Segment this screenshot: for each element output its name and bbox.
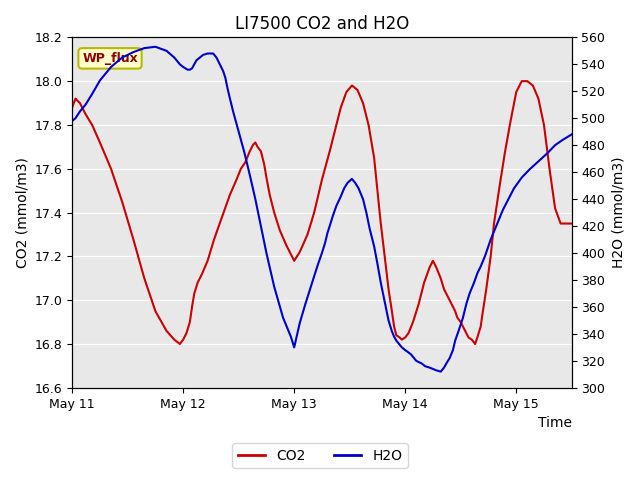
H2O bbox=[437, 369, 445, 374]
CO2 bbox=[253, 144, 261, 150]
CO2 bbox=[557, 221, 564, 227]
CO2 bbox=[365, 122, 372, 128]
CO2 bbox=[82, 111, 90, 117]
H2O bbox=[152, 44, 159, 49]
Title: LI7500 CO2 and H2O: LI7500 CO2 and H2O bbox=[235, 15, 409, 33]
H2O bbox=[68, 118, 76, 124]
Y-axis label: CO2 (mmol/m3): CO2 (mmol/m3) bbox=[15, 157, 29, 268]
Line: CO2: CO2 bbox=[72, 81, 572, 344]
Legend: CO2, H2O: CO2, H2O bbox=[232, 443, 408, 468]
H2O bbox=[392, 338, 400, 344]
CO2 bbox=[518, 78, 525, 84]
CO2 bbox=[176, 341, 184, 347]
Text: WP_flux: WP_flux bbox=[82, 52, 138, 65]
Text: Time: Time bbox=[538, 416, 572, 430]
H2O bbox=[374, 261, 381, 267]
H2O bbox=[568, 132, 575, 137]
CO2 bbox=[68, 105, 76, 110]
CO2 bbox=[241, 159, 249, 165]
Y-axis label: H2O (mmol/m3): H2O (mmol/m3) bbox=[611, 157, 625, 268]
H2O bbox=[481, 253, 489, 259]
Line: H2O: H2O bbox=[72, 47, 572, 372]
H2O bbox=[82, 102, 90, 108]
H2O bbox=[371, 243, 378, 249]
CO2 bbox=[529, 83, 537, 88]
H2O bbox=[407, 351, 415, 357]
CO2 bbox=[568, 221, 575, 227]
